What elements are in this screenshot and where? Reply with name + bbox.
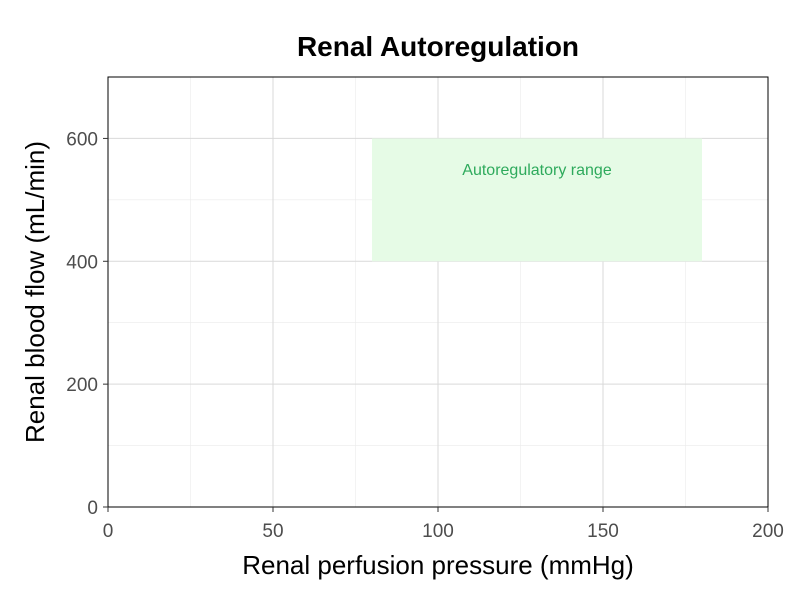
y-tick-label: 0 (87, 498, 98, 519)
x-tick-label: 0 (103, 521, 114, 542)
x-tick-label: 150 (587, 521, 619, 542)
x-axis-label: Renal perfusion pressure (mmHg) (242, 550, 634, 580)
shaded-regions: Autoregulatory range (372, 138, 702, 262)
x-tick-label: 100 (422, 521, 454, 542)
y-tick-label: 600 (66, 129, 98, 150)
autoregulatory-range-label: Autoregulatory range (462, 162, 612, 179)
y-axis-label: Renal blood flow (mL/min) (20, 141, 50, 443)
x-tick-label: 50 (262, 521, 283, 542)
y-axis-ticks: 0 200 400 600 (66, 129, 108, 519)
chart-title: Renal Autoregulation (297, 31, 579, 62)
x-tick-label: 200 (752, 521, 784, 542)
y-tick-label: 400 (66, 252, 98, 273)
y-tick-label: 200 (66, 375, 98, 396)
autoregulatory-range-region (372, 138, 702, 262)
x-axis-ticks: 0 50 100 150 200 (103, 507, 784, 542)
